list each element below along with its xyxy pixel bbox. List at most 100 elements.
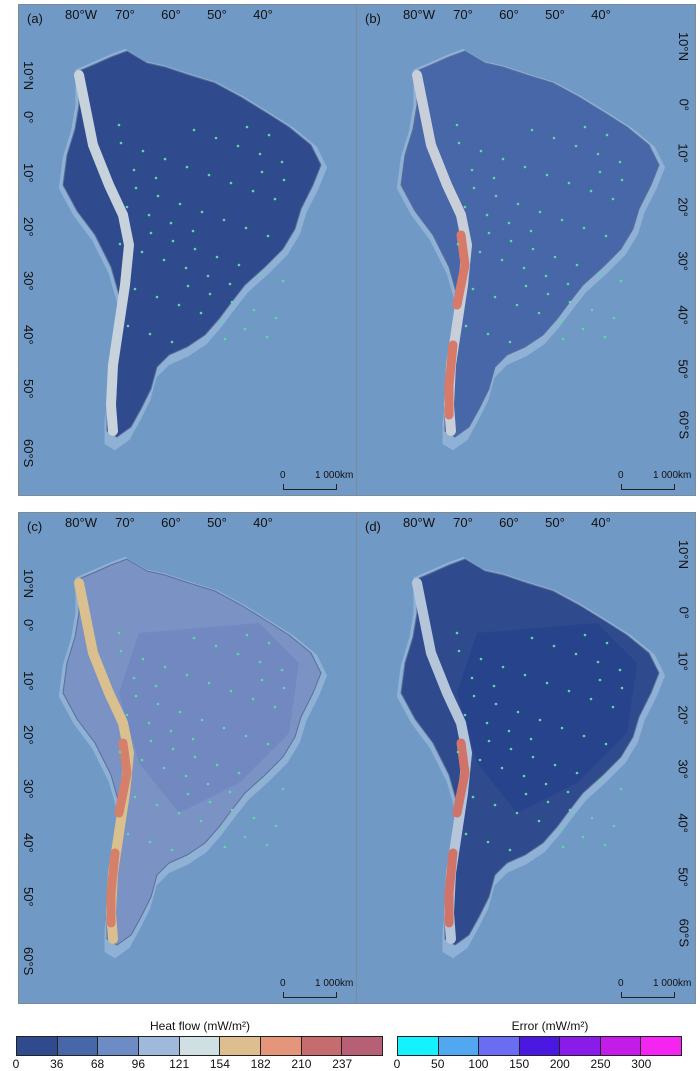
latitude-label: 40° xyxy=(21,325,36,345)
heat-flow-site xyxy=(274,316,278,320)
scale-line xyxy=(621,484,675,490)
south-america-landmass xyxy=(400,50,660,438)
scale-distance: 1 000km xyxy=(653,470,692,481)
latitude-label: 30° xyxy=(21,271,36,291)
heat-flow-site xyxy=(223,337,227,341)
legend-tick-label: 96 xyxy=(131,1057,146,1071)
longitude-label: 40° xyxy=(253,515,273,530)
heat-flow-site xyxy=(228,282,232,286)
latitude-label: 10° xyxy=(676,143,691,163)
heat-flow-site xyxy=(575,771,579,775)
latitude-label: 40° xyxy=(676,305,691,325)
error-legend-title: Error (mW/m²) xyxy=(511,1019,589,1033)
error-colorbar xyxy=(397,1036,682,1056)
heat-flow-site xyxy=(553,763,557,767)
heat-flow-site xyxy=(147,721,151,725)
map-panel-d: (d) 80°W 70° 60° 50° 40° 10°N 0° 10° 20° 30° 40° 50°… xyxy=(356,512,696,1004)
heat-flow-site xyxy=(140,758,144,762)
heat-flow-site xyxy=(191,229,195,233)
heat-flow-site xyxy=(199,311,203,315)
heat-flow-site xyxy=(603,843,607,847)
latitude-label: 50° xyxy=(676,867,691,887)
heat-flow-site xyxy=(163,665,167,669)
latitude-label: 10°N xyxy=(676,539,691,569)
heat-flow-site xyxy=(171,239,175,243)
latitude-label: 60°S xyxy=(676,918,691,947)
legend-tick-label: 154 xyxy=(209,1057,230,1071)
heat-flow-site xyxy=(559,319,563,323)
heat-flow-site xyxy=(273,705,277,709)
panel-label: (a) xyxy=(27,11,43,26)
heat-flow-site xyxy=(258,660,262,664)
scale-zero: 0 xyxy=(618,978,624,989)
heat-flow-site xyxy=(478,758,482,762)
longitude-label: 50° xyxy=(207,515,227,530)
heat-flow-site xyxy=(538,718,542,722)
heat-flow-site xyxy=(464,832,468,836)
longitude-label: 60° xyxy=(499,515,519,530)
heat-flow-site xyxy=(185,165,189,169)
latitude-label: 60°S xyxy=(21,947,36,976)
longitude-label: 50° xyxy=(207,7,227,22)
heat-flow-site xyxy=(274,824,278,828)
heat-flow-site xyxy=(568,300,572,304)
latitude-label: 20° xyxy=(676,197,691,217)
heat-flow-site xyxy=(544,274,548,278)
heat-flow-site xyxy=(134,694,138,698)
heat-flow-site xyxy=(230,300,234,304)
legend-swatch xyxy=(641,1037,682,1055)
andes-belt xyxy=(74,70,135,436)
heat-flow-site xyxy=(221,827,225,831)
latitude-label: 30° xyxy=(676,251,691,271)
heat-flow-site xyxy=(118,750,122,754)
heat-flow-site xyxy=(515,811,519,815)
heat-flow-site xyxy=(191,737,195,741)
heat-flow-site xyxy=(162,258,166,262)
legend-tick-label: 36 xyxy=(50,1057,64,1071)
heat-flow-site xyxy=(546,800,550,804)
latitude-label: 30° xyxy=(676,759,691,779)
heat-flow-site xyxy=(464,324,468,328)
heat-flow-site xyxy=(604,234,608,238)
heat-flow-site xyxy=(538,210,542,214)
heat-flow-site xyxy=(537,819,541,823)
heat-flow-site xyxy=(251,697,255,701)
heat-flow-site xyxy=(223,845,227,849)
scale-zero: 0 xyxy=(618,470,624,481)
heat-flow-site xyxy=(260,170,264,174)
heat-flow-site xyxy=(455,631,459,635)
heat-flow-site xyxy=(147,213,151,217)
heat-flow-site xyxy=(531,247,535,251)
scale-bar: 0 1 000km xyxy=(601,470,691,490)
heat-legend-title: Heat flow (mW/m²) xyxy=(150,1019,250,1033)
legend-tick-label: 121 xyxy=(169,1057,190,1071)
heat-flow-site xyxy=(266,742,270,746)
heat-flow-site xyxy=(184,774,188,778)
heat-flow-site xyxy=(604,742,608,746)
heat-flow-site xyxy=(582,226,586,230)
heat-flow-site xyxy=(133,287,137,291)
heat-flow-site xyxy=(574,144,578,148)
map-canvas xyxy=(357,513,695,1003)
longitude-label: 60° xyxy=(499,7,519,22)
heat-flow-site xyxy=(178,202,182,206)
legend-tick-label: 150 xyxy=(509,1057,530,1071)
heat-flow-site xyxy=(192,636,196,640)
longitude-label: 70° xyxy=(115,515,135,530)
heat-flow-site xyxy=(243,835,247,839)
latitude-label: 0° xyxy=(21,619,36,632)
heat-flow-site xyxy=(457,649,461,653)
legend-swatch xyxy=(57,1037,99,1055)
heat-flow-site xyxy=(581,835,585,839)
latitude-label: 60°S xyxy=(21,439,36,468)
heat-flow-site xyxy=(529,737,533,741)
heat-flow-site xyxy=(206,782,210,786)
latitude-label: 20° xyxy=(676,705,691,725)
heat-flow-site xyxy=(237,771,241,775)
heat-flow-site xyxy=(245,633,249,637)
heat-flow-site xyxy=(236,144,240,148)
legend-tick-label: 50 xyxy=(431,1057,445,1071)
heat-flow-site xyxy=(493,803,497,807)
heat-flow-site xyxy=(208,800,212,804)
heat-flow-site xyxy=(222,726,226,730)
